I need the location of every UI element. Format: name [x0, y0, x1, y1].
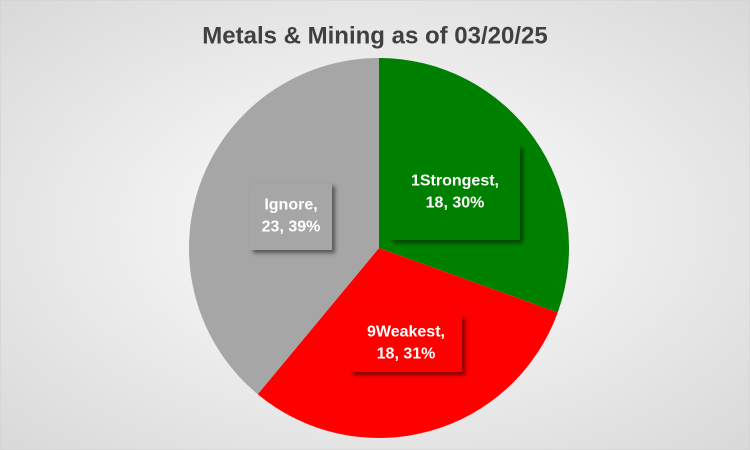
data-label-box: [250, 183, 332, 250]
data-label-text: 23, 39%: [262, 219, 321, 236]
data-label-text: 9Weakest,: [367, 324, 445, 341]
data-label-box: [350, 315, 462, 372]
data-label-box: [390, 145, 520, 240]
data-label: Ignore, 23, 39%: [250, 183, 332, 250]
data-label-text: 18, 30%: [426, 195, 485, 212]
data-label-text: 18, 31%: [377, 346, 436, 363]
data-label: 1Strongest, 18, 30%: [390, 145, 520, 240]
data-label: 9Weakest, 18, 31%: [350, 315, 462, 372]
data-label-text: 1Strongest,: [411, 173, 499, 190]
data-label-text: Ignore,: [264, 197, 317, 214]
chart-title: Metals & Mining as of 03/20/25: [202, 22, 547, 49]
